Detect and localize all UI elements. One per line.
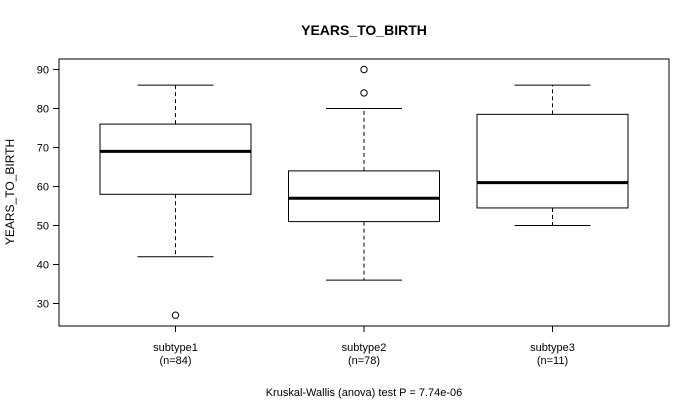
n-label-subtype3: (n=11) (537, 355, 568, 367)
y-tick-label-80: 80 (37, 104, 49, 116)
n-label-subtype1: (n=84) (159, 355, 191, 367)
outlier-point (171, 311, 180, 319)
chart-title: YEARS_TO_BIRTH (301, 22, 427, 38)
test-footnote: Kruskal-Wallis (anova) test P = 7.74e-06 (266, 387, 463, 399)
category-label-subtype2: subtype2 (342, 342, 387, 354)
y-tick-label-70: 70 (37, 143, 49, 155)
y-axis: 30 40 50 60 70 80 90 (37, 65, 60, 311)
y-tick-label-30: 30 (37, 299, 49, 311)
outlier-point (360, 89, 368, 97)
y-axis-title: YEARS_TO_BIRTH (3, 139, 17, 245)
iqr-box (288, 170, 440, 223)
iqr-box (99, 123, 252, 195)
category-label-subtype3: subtype3 (530, 342, 575, 354)
box-subtype1 (99, 84, 252, 319)
y-tick-label-90: 90 (37, 65, 49, 77)
x-axis: subtype1(n=84) subtype2(n=78) subtype3(n=1… (153, 325, 575, 367)
n-label-subtype2: (n=78) (348, 355, 380, 367)
y-tick-label-50: 50 (37, 221, 49, 233)
box-subtype3 (476, 84, 629, 226)
y-tick-label-40: 40 (37, 260, 49, 272)
outlier-point (360, 65, 368, 74)
iqr-box (476, 113, 629, 209)
y-tick-label-60: 60 (37, 182, 49, 194)
box-subtype2 (288, 65, 440, 281)
category-label-subtype1: subtype1 (153, 342, 198, 354)
